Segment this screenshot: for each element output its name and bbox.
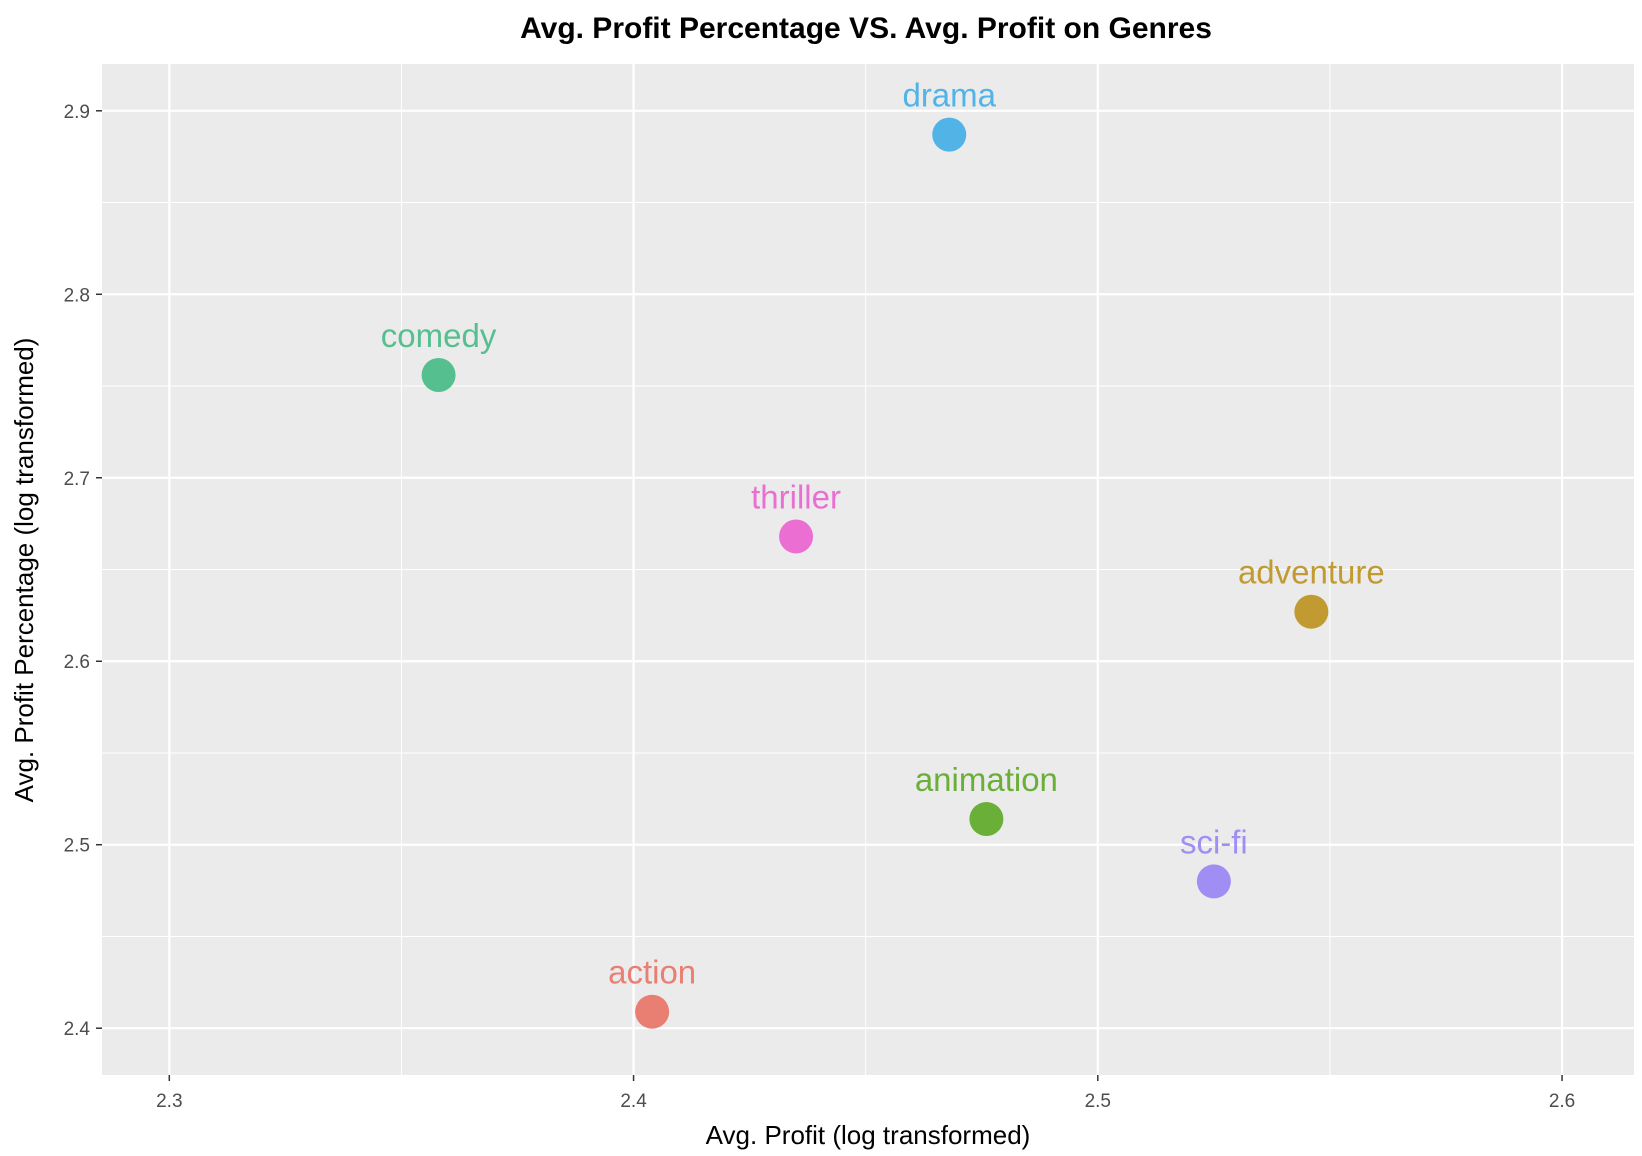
data-points: drama comedy thriller adventure animation sci… <box>381 77 1385 1029</box>
data-label-action: action <box>608 954 696 991</box>
data-label-sci-fi: sci-fi <box>1180 823 1248 860</box>
data-point-thriller <box>779 519 814 554</box>
y-axis-title: Avg. Profit Percentage (log transformed) <box>9 338 39 803</box>
data-point-drama <box>932 117 967 152</box>
data-label-drama: drama <box>902 77 996 114</box>
grid-lines <box>102 64 1634 1075</box>
x-tick-label: 2.6 <box>1549 1091 1575 1112</box>
y-tick-label: 2.7 <box>64 469 90 490</box>
y-tick-label: 2.9 <box>64 102 90 123</box>
y-tick-label: 2.8 <box>64 285 90 306</box>
y-tick-label: 2.5 <box>64 836 90 857</box>
data-point-adventure <box>1294 594 1329 629</box>
data-label-thriller: thriller <box>751 478 841 515</box>
y-tick-label: 2.6 <box>64 652 90 673</box>
data-label-adventure: adventure <box>1238 554 1385 591</box>
data-point-comedy <box>421 358 456 393</box>
x-tick-label: 2.4 <box>620 1091 647 1112</box>
data-point-animation <box>969 802 1004 837</box>
data-point-sci-fi <box>1196 864 1231 899</box>
y-tick-label: 2.4 <box>64 1019 91 1040</box>
x-tick-label: 2.5 <box>1085 1091 1111 1112</box>
data-point-action <box>635 994 670 1029</box>
x-tick-label: 2.3 <box>156 1091 182 1112</box>
data-label-animation: animation <box>915 761 1058 798</box>
axis-ticks: 2.3 2.4 2.5 2.6 2.4 2.5 2.6 2.7 2.8 2.9 <box>64 102 1576 1112</box>
x-axis-title: Avg. Profit (log transformed) <box>706 1120 1031 1150</box>
data-label-comedy: comedy <box>381 317 497 354</box>
chart-title: Avg. Profit Percentage VS. Avg. Profit o… <box>520 12 1212 45</box>
